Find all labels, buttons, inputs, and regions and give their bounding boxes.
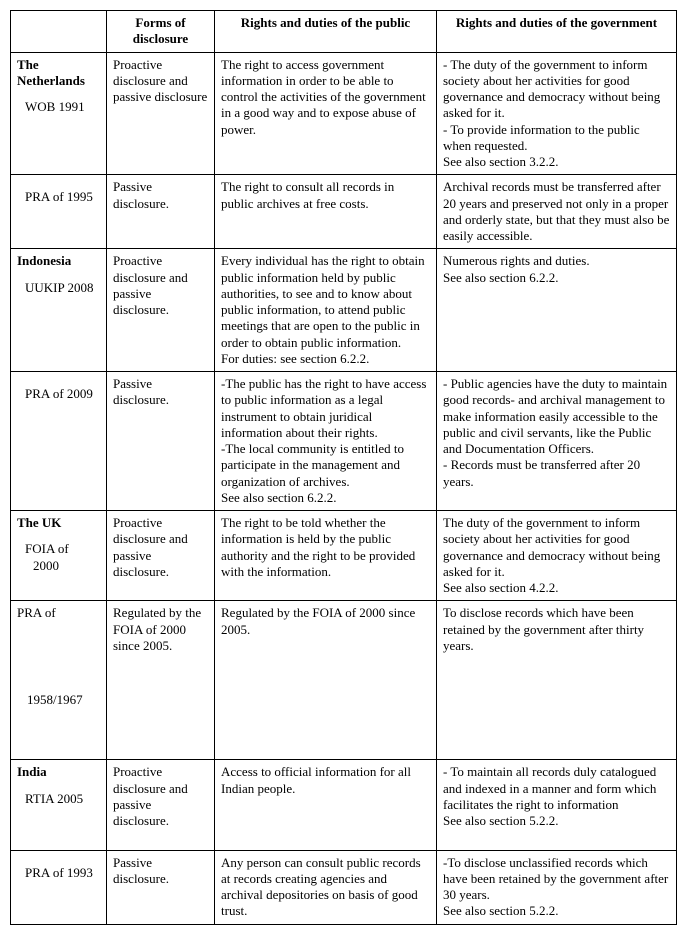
header-blank — [11, 11, 107, 53]
forms-cell: Proactive disclosure and passive disclos… — [107, 52, 215, 175]
country-act-cell: India RTIA 2005 — [11, 760, 107, 850]
forms-cell: Regulated by the FOIA of 2000 since 2005… — [107, 601, 215, 760]
forms-cell: Passive disclosure. — [107, 850, 215, 924]
forms-cell: Proactive disclosure and passive disclos… — [107, 760, 215, 850]
gov-rights-cell: To disclose records which have been reta… — [437, 601, 677, 760]
act-year: 1958/1967 — [17, 692, 100, 708]
act-name: PRA of 1995 — [17, 189, 100, 205]
table-row: PRA of 1995 Passive disclosure.The right … — [11, 175, 677, 249]
act-name: PRA of 1993 — [17, 865, 100, 881]
act-name: WOB 1991 — [17, 99, 100, 115]
country-act-cell: PRA of 1958/1967 — [11, 601, 107, 760]
country-act-cell: PRA of 1995 — [11, 175, 107, 249]
country-name: Indonesia — [17, 253, 100, 269]
country-act-cell: The UK FOIA of2000 — [11, 511, 107, 601]
disclosure-comparison-table: Forms of disclosure Rights and duties of… — [10, 10, 677, 925]
gov-rights-cell: Numerous rights and duties.See also sect… — [437, 249, 677, 372]
public-rights-cell: The right to consult all records in publ… — [215, 175, 437, 249]
act-name: PRA of — [17, 605, 100, 621]
header-government: Rights and duties of the government — [437, 11, 677, 53]
public-rights-cell: Regulated by the FOIA of 2000 since 2005… — [215, 601, 437, 760]
country-act-cell: PRA of 1993 — [11, 850, 107, 924]
table-row: India RTIA 2005 Proactive disclosure and p… — [11, 760, 677, 850]
forms-cell: Proactive disclosure and passive disclos… — [107, 249, 215, 372]
gov-rights-cell: -To disclose unclassified records which … — [437, 850, 677, 924]
act-year: 2000 — [17, 558, 100, 574]
header-forms: Forms of disclosure — [107, 11, 215, 53]
country-name: India — [17, 764, 100, 780]
gov-rights-cell: The duty of the government to inform soc… — [437, 511, 677, 601]
public-rights-cell: Any person can consult public records at… — [215, 850, 437, 924]
act-name: PRA of 2009 — [17, 386, 100, 402]
table-row: Indonesia UUKIP 2008 Proactive disclosure … — [11, 249, 677, 372]
table-row: PRA of 2009 Passive disclosure.-The publi… — [11, 372, 677, 511]
table-row: PRA of 1958/1967 Regulated by the FOIA of … — [11, 601, 677, 760]
table-body: The Netherlands WOB 1991 Proactive disclos… — [11, 52, 677, 924]
public-rights-cell: Every individual has the right to obtain… — [215, 249, 437, 372]
public-rights-cell: The right to access government informati… — [215, 52, 437, 175]
country-name: The Netherlands — [17, 57, 100, 90]
public-rights-cell: Access to official information for all I… — [215, 760, 437, 850]
country-act-cell: PRA of 2009 — [11, 372, 107, 511]
act-name: FOIA of — [17, 541, 100, 557]
public-rights-cell: The right to be told whether the informa… — [215, 511, 437, 601]
act-name: UUKIP 2008 — [17, 280, 100, 296]
gov-rights-cell: - Public agencies have the duty to maint… — [437, 372, 677, 511]
public-rights-cell: -The public has the right to have access… — [215, 372, 437, 511]
gov-rights-cell: Archival records must be transferred aft… — [437, 175, 677, 249]
forms-cell: Proactive disclosure and passive disclos… — [107, 511, 215, 601]
forms-cell: Passive disclosure. — [107, 372, 215, 511]
gov-rights-cell: - To maintain all records duly catalogue… — [437, 760, 677, 850]
gov-rights-cell: - The duty of the government to inform s… — [437, 52, 677, 175]
country-act-cell: Indonesia UUKIP 2008 — [11, 249, 107, 372]
header-public: Rights and duties of the public — [215, 11, 437, 53]
table-row: The Netherlands WOB 1991 Proactive disclos… — [11, 52, 677, 175]
country-name: The UK — [17, 515, 100, 531]
act-name: RTIA 2005 — [17, 791, 100, 807]
forms-cell: Passive disclosure. — [107, 175, 215, 249]
country-act-cell: The Netherlands WOB 1991 — [11, 52, 107, 175]
table-header-row: Forms of disclosure Rights and duties of… — [11, 11, 677, 53]
table-row: The UK FOIA of2000 Proactive disclosure an… — [11, 511, 677, 601]
table-row: PRA of 1993 Passive disclosure.Any person… — [11, 850, 677, 924]
